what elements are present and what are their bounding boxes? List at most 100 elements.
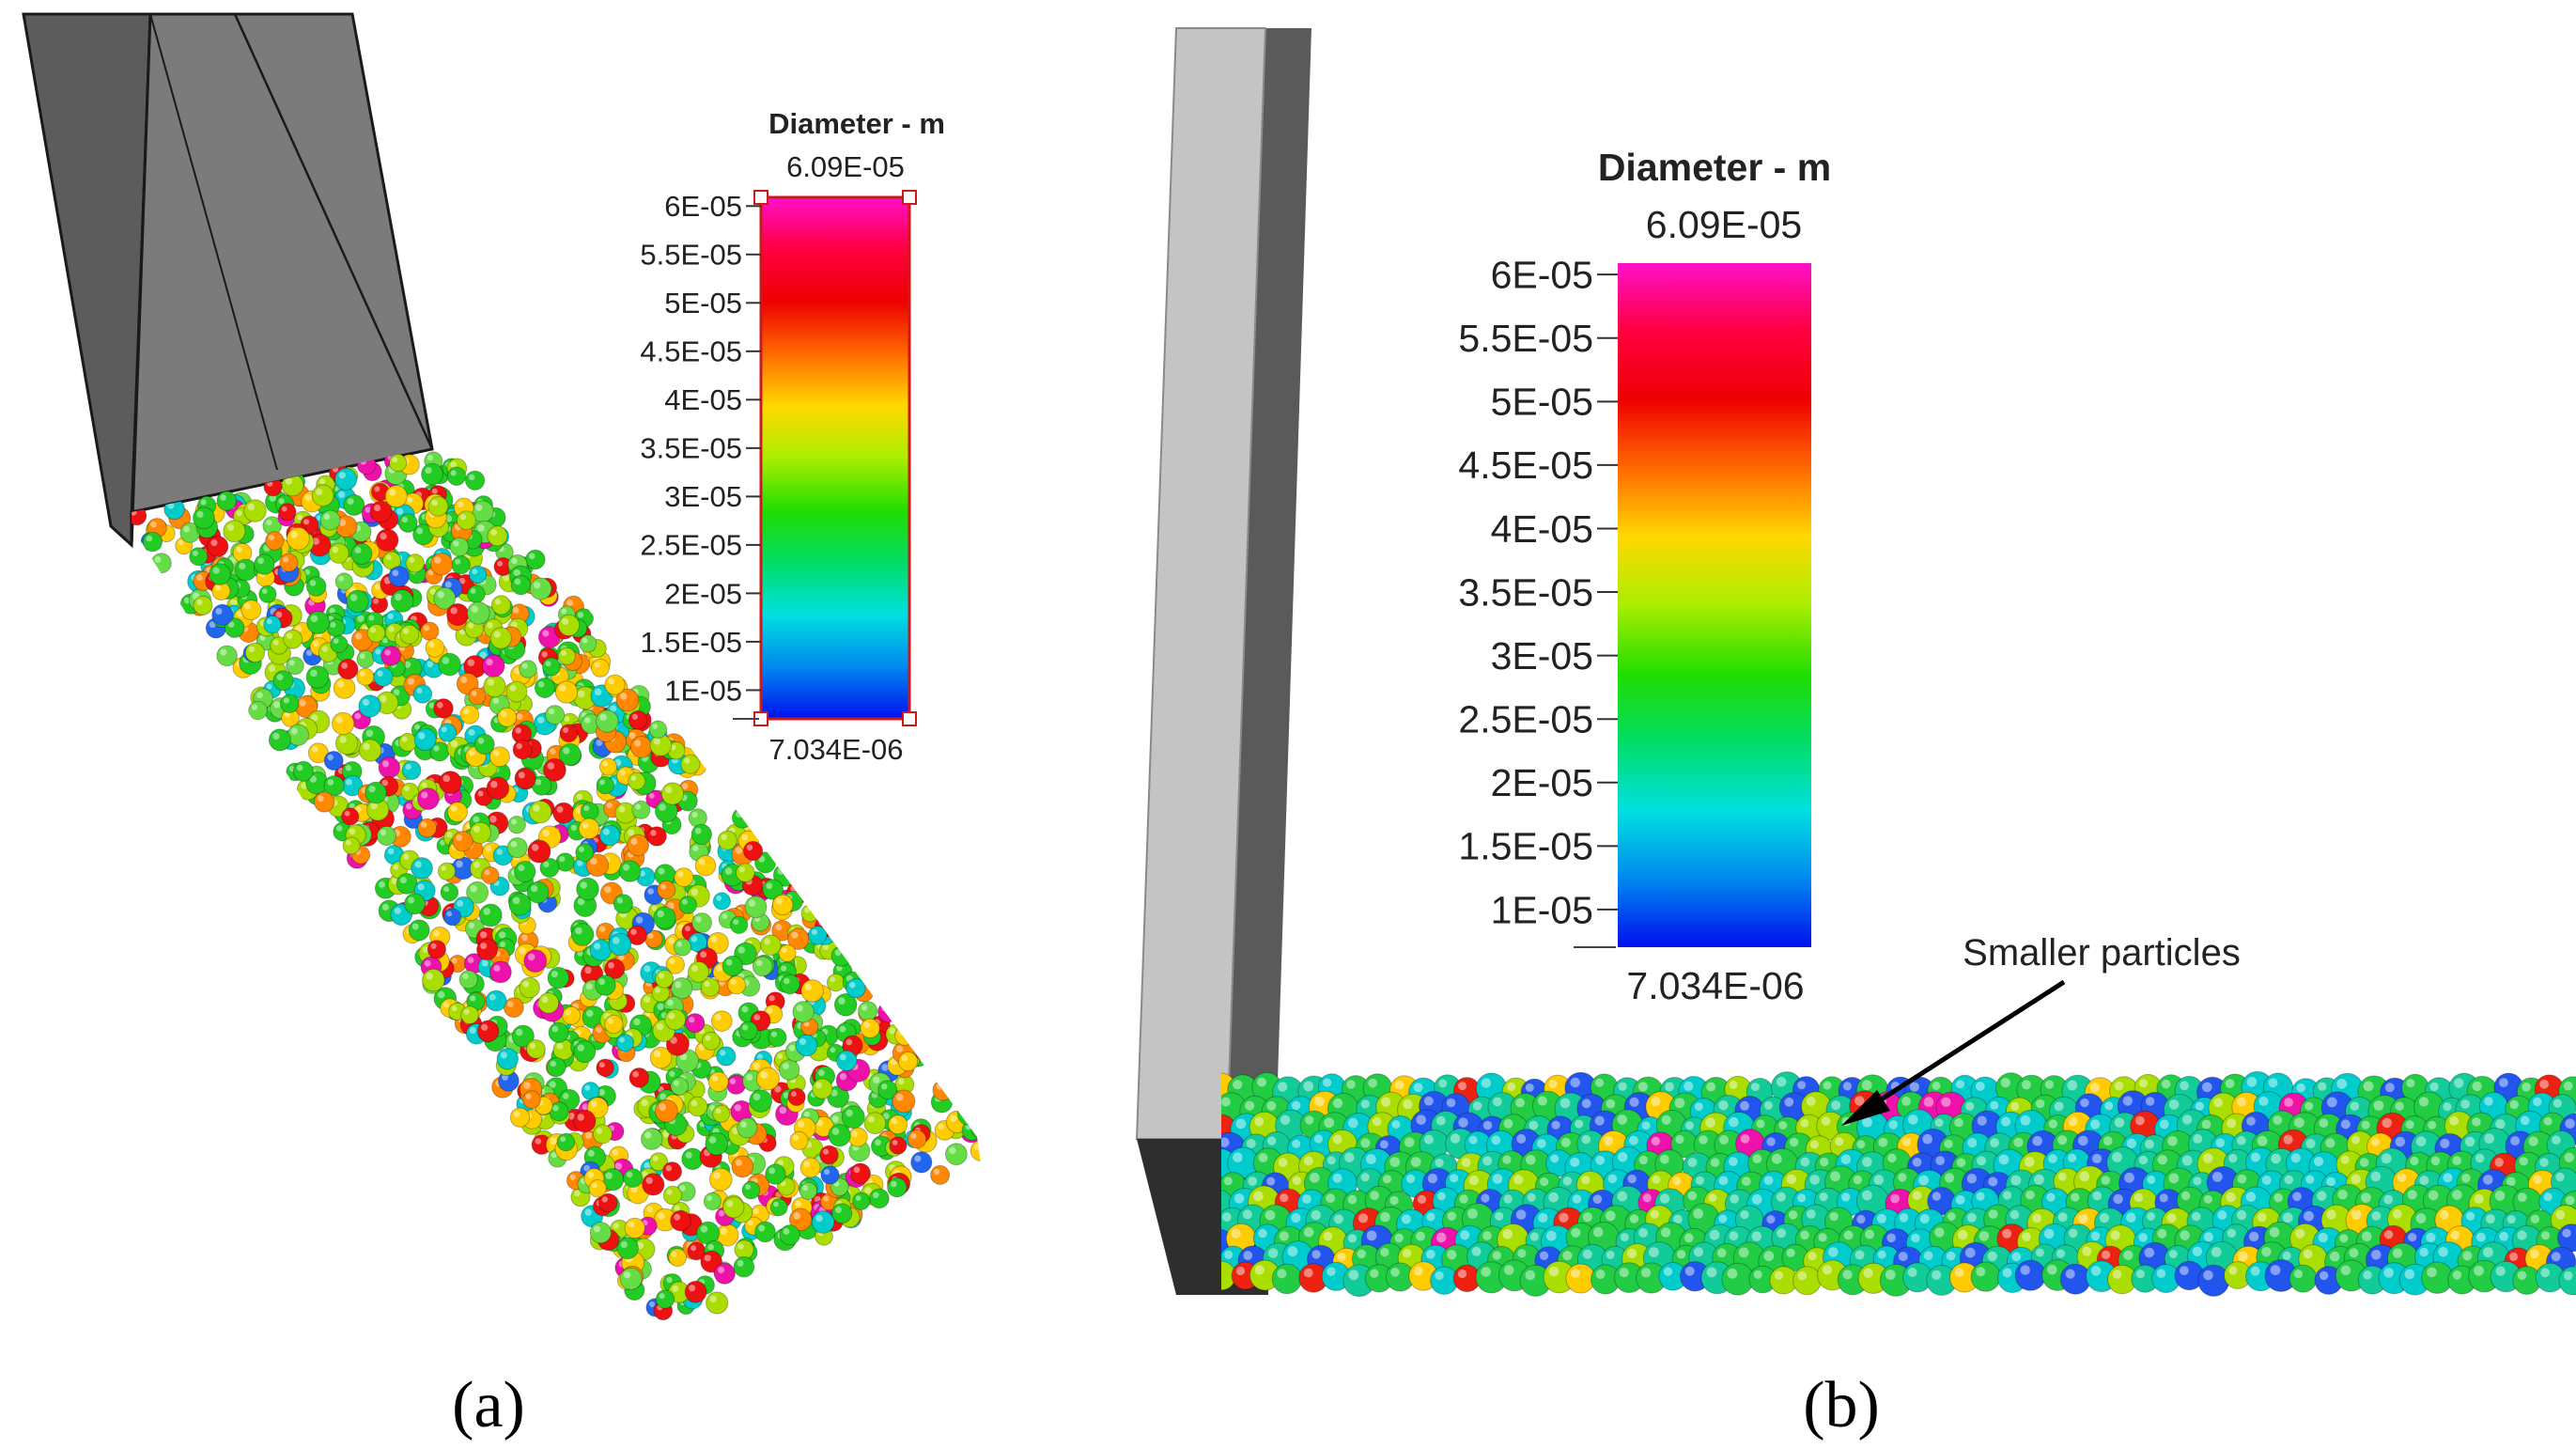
particle-highlight [1560,1098,1571,1109]
particle-highlight [485,845,492,852]
particle-highlight [458,577,466,584]
particle [422,968,445,992]
particle-highlight [2326,1097,2337,1108]
particle-highlight [1751,1193,1762,1205]
particle-highlight [549,1081,556,1088]
particle-highlight [2520,1115,2530,1126]
particle-highlight [737,1243,744,1250]
particle-highlight [711,1075,719,1082]
particle-highlight [1436,1192,1446,1201]
particle-highlight [272,639,279,646]
particle-highlight [2043,1228,2055,1239]
particle-highlight [1776,1077,1787,1087]
particle-highlight [2032,1135,2042,1146]
particle-highlight [381,637,388,644]
particle-highlight [1835,1137,1844,1146]
particle-highlight [380,532,387,540]
particle-highlight [1651,1097,1661,1107]
particle-highlight [2181,1155,2193,1166]
particle-highlight [641,1098,648,1107]
particle [852,1192,871,1210]
particle-highlight [2114,1117,2125,1128]
particle-highlight [338,472,346,479]
particle-highlight [492,697,500,705]
particle-highlight [1863,1268,1873,1279]
particle [734,1239,754,1260]
particle-highlight [1302,1194,1311,1204]
legend-tick-label: 2E-05 [1491,761,1593,804]
particle-highlight [1660,1227,1671,1238]
particle-highlight [1672,1176,1682,1186]
particle-highlight [2475,1232,2486,1242]
legend-tick-label: 5.5E-05 [1458,317,1593,360]
particle [272,670,294,692]
particle-highlight [2533,1097,2542,1107]
particle-highlight [385,554,392,561]
particle-highlight [444,581,452,588]
particle-highlight [404,786,410,792]
particle-highlight [1447,1211,1456,1221]
particle [189,547,209,567]
particle-highlight [380,694,387,703]
particle-highlight [516,713,523,721]
particle-highlight [592,1182,597,1189]
particle-highlight [2540,1231,2551,1240]
particle-highlight [1797,1081,1807,1090]
particle-highlight [389,489,396,496]
particle-highlight [2351,1135,2360,1145]
particle-highlight [1537,1096,1547,1106]
particle-highlight [2270,1265,2281,1275]
particle-highlight [2290,1153,2301,1163]
particle [708,1167,733,1192]
particle-highlight [2054,1101,2064,1112]
particle-highlight [2092,1191,2103,1201]
particle-highlight [1854,1250,1865,1260]
particle-highlight [684,757,691,764]
particle-highlight [1753,1270,1762,1279]
particle-highlight [416,527,424,535]
particle-highlight [726,1200,734,1208]
particle-highlight [2351,1174,2361,1185]
particle-highlight [889,1027,896,1035]
particle-highlight [2203,1194,2212,1204]
particle [573,1109,597,1133]
particle-highlight [1740,1133,1750,1144]
particle [749,1089,773,1113]
particle-highlight [2236,1135,2246,1145]
particle-highlight [2227,1118,2237,1129]
particle-highlight [477,524,485,532]
particle-highlight [299,699,306,707]
particle [323,751,344,771]
particle-highlight [1405,1174,1416,1184]
particle-highlight [1358,1213,1369,1223]
particle-highlight [399,877,407,884]
particle-highlight [1575,1119,1584,1129]
particle [1970,1261,2001,1292]
particle-highlight [2509,1099,2519,1110]
particle-highlight [1777,1228,1787,1239]
particle-highlight [1887,1153,1897,1163]
particle-highlight [355,632,363,640]
particle-highlight [2271,1153,2281,1164]
particle [522,1090,541,1110]
particle-highlight [1258,1153,1268,1162]
particle-highlight [513,1111,520,1117]
particle-highlight [1956,1158,1966,1167]
particle-highlight [1366,1154,1376,1164]
particle [263,615,282,634]
particle [459,705,480,724]
particle-highlight [767,1007,773,1014]
particle-highlight [1990,1138,1999,1148]
particle [673,938,692,957]
particle-highlight [384,649,391,656]
particle-highlight [1231,1228,1241,1239]
particle [2014,1259,2046,1291]
particle-highlight [1495,1211,1504,1221]
particle-highlight [1821,1116,1831,1126]
particle-highlight [1482,1231,1492,1240]
particle-highlight [669,1070,675,1078]
particle [397,513,418,533]
particle-highlight [1766,1215,1776,1224]
particle-highlight [2138,1155,2149,1165]
particle [465,470,486,491]
